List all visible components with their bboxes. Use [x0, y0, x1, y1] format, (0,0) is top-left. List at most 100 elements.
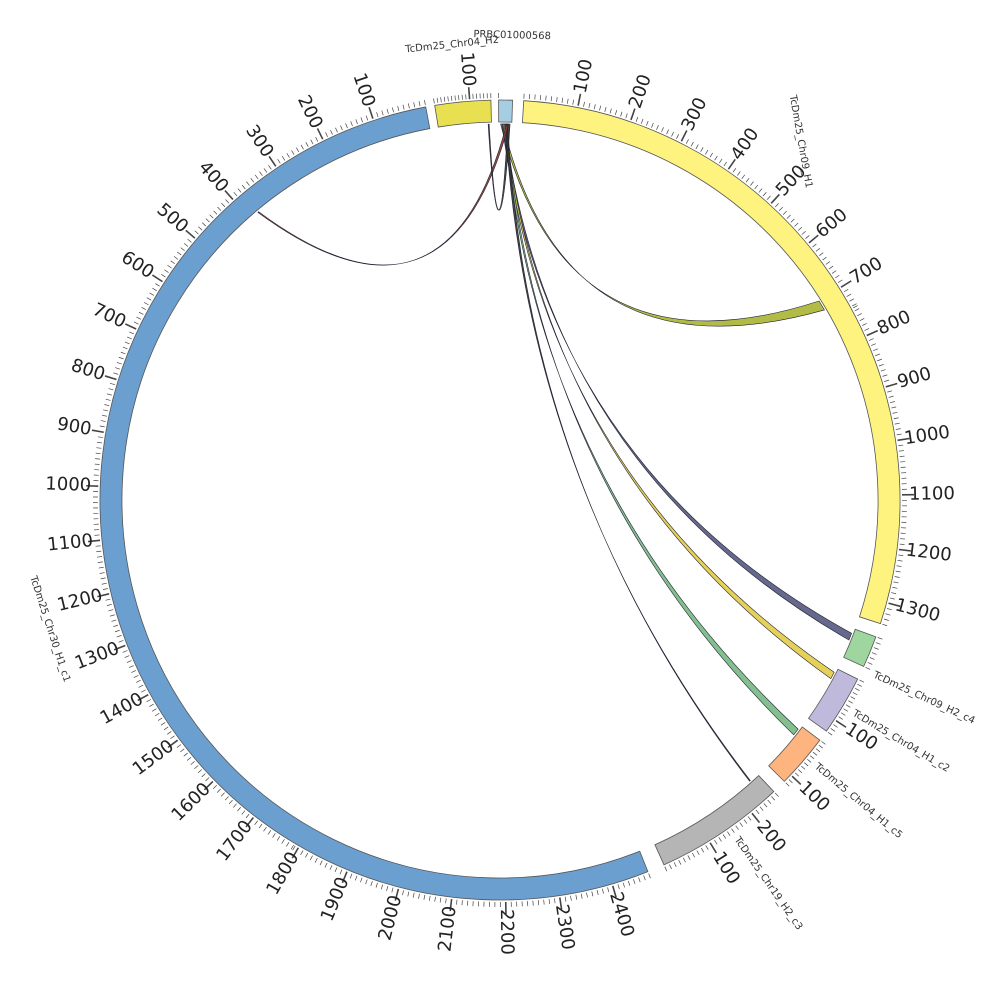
minor-tick [118, 356, 124, 360]
minor-tick [286, 842, 290, 847]
minor-tick [896, 565, 902, 567]
minor-tick [170, 260, 175, 265]
minor-tick [128, 665, 134, 668]
minor-tick [380, 884, 384, 890]
major-tick [104, 375, 117, 381]
minor-tick [755, 809, 760, 815]
minor-tick [365, 115, 369, 121]
minor-tick [857, 313, 862, 317]
minor-tick [880, 369, 886, 372]
minor-tick [138, 684, 144, 688]
minor-tick [187, 238, 192, 243]
minor-tick [216, 788, 221, 793]
minor-tick [845, 704, 851, 708]
minor-tick [149, 703, 154, 707]
tick-label: 200 [625, 72, 656, 111]
minor-tick [891, 406, 897, 409]
tick-label: 200 [752, 816, 790, 856]
minor-tick [743, 819, 748, 824]
minor-tick [402, 104, 405, 110]
major-tick [751, 812, 761, 824]
minor-tick [859, 318, 865, 321]
minor-tick [583, 101, 585, 107]
minor-tick [220, 792, 225, 797]
minor-tick [141, 306, 147, 310]
minor-tick [883, 618, 889, 621]
minor-tick [310, 139, 314, 145]
minor-tick [894, 576, 900, 578]
ticks-layer [86, 87, 914, 914]
minor-tick [819, 252, 824, 256]
minor-tick [731, 828, 735, 833]
minor-tick [245, 813, 250, 819]
tick-label: 300 [241, 121, 278, 161]
minor-tick [100, 577, 106, 580]
segment-chr19_h2_c3 [654, 774, 775, 866]
minor-tick [102, 588, 108, 590]
minor-tick [849, 298, 854, 302]
minor-tick [815, 748, 821, 752]
tick-label: 400 [727, 124, 764, 164]
tick-label: 800 [874, 306, 914, 339]
minor-tick [678, 859, 682, 865]
minor-tick [339, 869, 343, 875]
minor-tick [586, 892, 588, 898]
minor-tick [548, 898, 551, 905]
minor-tick [696, 850, 700, 856]
minor-tick [99, 425, 105, 428]
minor-tick [853, 305, 858, 309]
minor-tick [864, 328, 870, 331]
minor-tick [807, 758, 812, 763]
tick-label: 100 [348, 70, 379, 109]
minor-tick [205, 777, 210, 782]
minor-tick [402, 890, 404, 896]
minor-tick [893, 417, 899, 420]
minor-tick [543, 899, 545, 905]
minor-tick [673, 862, 677, 868]
minor-tick [291, 150, 295, 155]
major-tick [88, 539, 101, 543]
major-tick [316, 128, 324, 140]
minor-tick [136, 679, 141, 683]
major-tick [611, 885, 617, 898]
minor-tick [714, 839, 718, 845]
minor-tick [113, 372, 119, 375]
minor-tick [745, 177, 750, 183]
minor-tick [434, 896, 436, 902]
minor-tick [794, 222, 799, 227]
minor-tick [122, 346, 128, 350]
major-tick [791, 775, 802, 786]
minor-tick [572, 99, 574, 105]
tick-label: 800 [68, 355, 107, 385]
minor-tick [545, 95, 547, 101]
minor-tick [601, 888, 604, 894]
tick-label: 100 [570, 57, 597, 95]
minor-tick [241, 810, 246, 815]
minor-tick [164, 269, 169, 273]
minor-tick [190, 761, 195, 765]
minor-tick [209, 214, 214, 219]
major-tick [97, 593, 110, 598]
tick-label: 2100 [434, 905, 460, 953]
minor-tick [309, 855, 313, 861]
minor-tick [241, 184, 246, 190]
minor-tick [360, 117, 363, 123]
minor-tick [259, 171, 263, 176]
minor-tick [103, 409, 109, 412]
minor-tick [767, 799, 772, 804]
minor-tick [815, 248, 821, 252]
minor-tick [458, 95, 460, 101]
minor-tick [705, 149, 709, 155]
minor-tick [892, 411, 898, 414]
major-tick [268, 155, 277, 167]
minor-tick [878, 364, 884, 367]
minor-tick [763, 803, 768, 808]
segment-name-prbc: PRBC01000568 [473, 29, 551, 42]
minor-tick [685, 139, 689, 144]
minor-tick [591, 891, 594, 897]
minor-tick [739, 822, 744, 827]
minor-tick [754, 184, 759, 190]
minor-tick [640, 118, 644, 124]
tick-label: 1300 [893, 594, 943, 626]
minor-tick [898, 444, 904, 447]
